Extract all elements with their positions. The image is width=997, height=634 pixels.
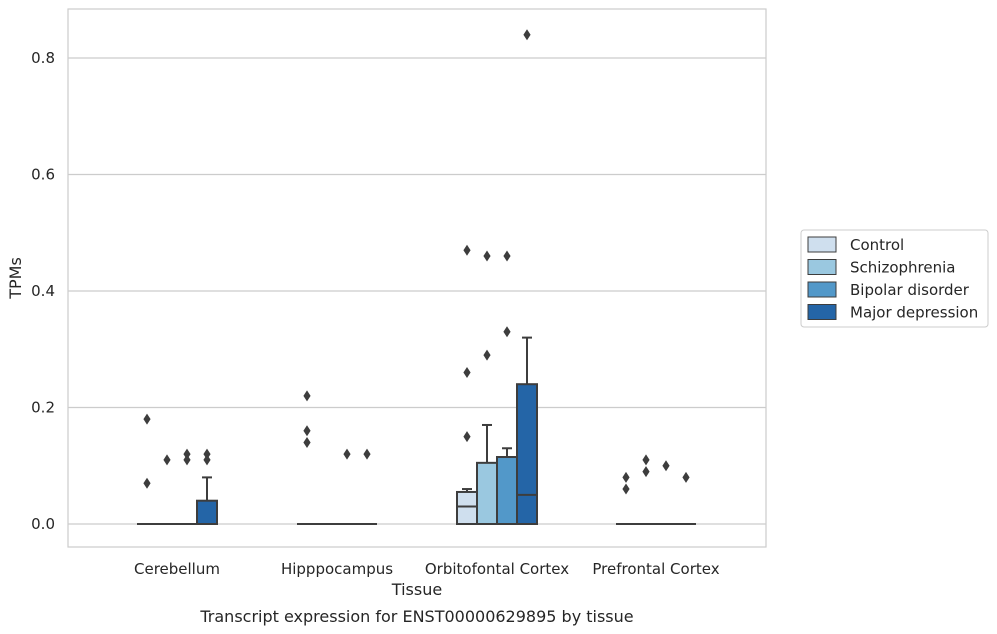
outlier-point: [203, 454, 211, 466]
outlier-point: [642, 466, 650, 478]
gridlines: [68, 57, 766, 525]
y-axis-label: TPMs: [6, 257, 25, 300]
outlier-point: [303, 425, 311, 437]
outlier-point: [503, 250, 511, 262]
outlier-point: [163, 454, 171, 466]
box-body: [476, 461, 498, 525]
legend-frame: [800, 229, 989, 328]
legend-swatch: [807, 259, 837, 275]
x-tick-label: Hipppocampus: [281, 560, 393, 578]
outlier-point: [503, 326, 511, 338]
outlier-point: [483, 349, 491, 361]
legend-label: Major depression: [850, 304, 978, 322]
outlier-point: [303, 390, 311, 402]
y-tick-label: 0.0: [31, 515, 55, 533]
outlier-point: [143, 413, 151, 425]
outlier-point: [363, 448, 371, 460]
outlier-point: [662, 460, 670, 472]
outlier-point: [183, 454, 191, 466]
outlier-point: [463, 367, 471, 379]
x-tick-label: Prefrontal Cortex: [592, 560, 719, 578]
y-tick-label: 0.2: [31, 399, 55, 417]
outlier-point: [183, 448, 191, 460]
outlier-point: [622, 471, 630, 483]
box-body: [496, 456, 518, 526]
box-major-depression: [516, 336, 538, 526]
outlier-point: [642, 454, 650, 466]
outlier-point: [203, 448, 211, 460]
box-body: [516, 383, 538, 526]
box-bipolar-disorder: [496, 447, 518, 526]
y-tick-label: 0.8: [31, 49, 55, 67]
legend-swatch: [807, 236, 837, 253]
x-tick-label: Cerebellum: [134, 560, 220, 578]
y-tick-label: 0.6: [31, 166, 55, 184]
outlier-point: [523, 29, 531, 41]
outlier-point: [303, 436, 311, 448]
x-axis-label: Tissue: [391, 580, 442, 599]
outlier-point: [343, 448, 351, 460]
chart-title: Transcript expression for ENST0000062989…: [199, 607, 633, 626]
outlier-point: [682, 471, 690, 483]
boxes: [137, 336, 696, 526]
box-body: [456, 490, 478, 525]
x-axis-ticks: Cerebellum Hipppocampus Orbitofontal Corte…: [134, 560, 720, 578]
outliers: [143, 29, 690, 495]
outlier-point: [483, 250, 491, 262]
y-axis-ticks: 0.0 0.2 0.4 0.6 0.8: [31, 49, 55, 533]
plot-area: [67, 8, 767, 548]
x-tick-label: Orbitofontal Cortex: [425, 560, 569, 578]
outlier-point: [463, 431, 471, 443]
y-tick-label: 0.4: [31, 282, 55, 300]
legend-label: Bipolar disorder: [850, 281, 970, 299]
box-schizophrenia: [476, 423, 498, 525]
legend-swatch: [807, 281, 837, 298]
box-control: [456, 488, 478, 525]
outlier-point: [143, 477, 151, 489]
box-body: [196, 499, 218, 526]
legend-swatch: [807, 304, 837, 320]
outlier-point: [622, 483, 630, 495]
legend-label: Schizophrenia: [850, 259, 955, 277]
box-major-depression: [196, 476, 218, 526]
outlier-point: [463, 244, 471, 256]
legend-label: Control: [850, 236, 904, 254]
legend: Control Schizophrenia Bipolar disorder Majo…: [800, 229, 989, 328]
